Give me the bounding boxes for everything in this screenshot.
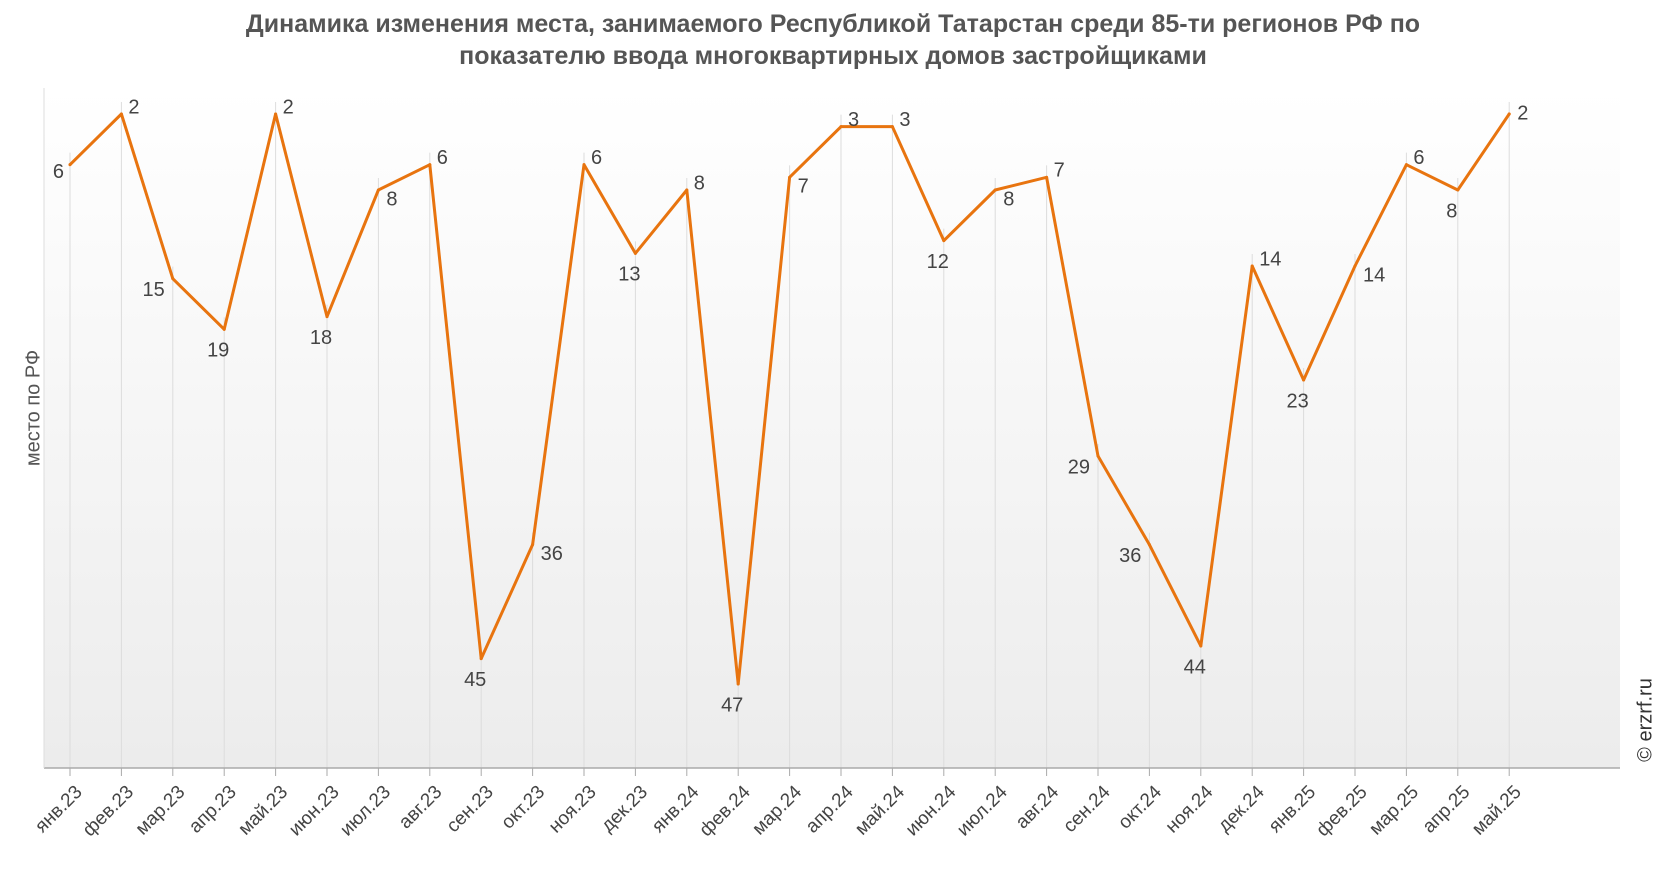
x-tick-label: мар.24 [748,781,806,839]
data-point [788,175,792,179]
x-tick-label: авг.24 [1012,781,1064,833]
x-tick-label: окт.23 [497,782,549,834]
x-tick-marks [69,768,1510,776]
x-tick-label: янв.23 [31,782,86,837]
data-point [839,125,843,129]
data-label: 8 [386,188,397,210]
x-tick-label: апр.24 [802,781,858,837]
data-label: 6 [591,147,602,169]
data-label: 23 [1286,390,1308,412]
x-tick-label: дек.24 [1214,781,1269,836]
source-credit: © erzrf.ru [1634,678,1657,762]
x-tick-label: янв.25 [1265,782,1320,837]
x-tick-label: фев.23 [79,782,138,841]
data-label: 2 [128,96,139,118]
data-label: 6 [1413,147,1424,169]
x-tick-label: окт.24 [1114,781,1166,833]
data-label: 12 [927,251,949,273]
data-point [1147,543,1151,547]
x-tick-label: апр.23 [185,782,241,838]
data-point [1456,188,1460,192]
data-point [1302,378,1306,382]
x-tick-label: май.25 [1468,782,1526,840]
data-label: 8 [1003,188,1014,210]
data-label: 7 [1054,160,1065,182]
data-point [890,125,894,129]
data-label: 29 [1068,456,1090,478]
data-label: 2 [283,96,294,118]
data-point [68,163,72,167]
grid-lines [69,102,1510,768]
x-tick-label: фев.24 [696,781,755,840]
x-tick-label: июн.24 [902,781,961,840]
data-point [428,163,432,167]
data-label: 14 [1363,264,1385,286]
data-point [119,112,123,116]
data-label: 13 [618,264,640,286]
data-label: 8 [694,172,705,194]
data-point [171,277,175,281]
data-point [633,251,637,255]
data-labels: 6 2 15 19 2 18 8 6 45 36 6 13 8 47 7 3 3 12 8 7 29 36 44 14 23 14… [53,96,1528,716]
data-label: 47 [721,694,743,716]
x-tick-label: май.23 [234,782,292,840]
x-tick-label: авг.23 [395,782,446,833]
data-label: 45 [464,669,486,691]
data-label: 36 [541,543,563,565]
data-label: 36 [1119,545,1141,567]
data-point [479,657,483,661]
x-tick-label: май.24 [851,781,909,839]
data-point [993,188,997,192]
data-label: 19 [207,340,229,362]
data-label: 8 [1446,200,1457,222]
data-label: 6 [437,147,448,169]
data-point [685,188,689,192]
data-label: 2 [1517,102,1528,124]
data-point [1096,454,1100,458]
x-tick-label: июл.23 [336,782,395,841]
series-line-group [68,112,1511,686]
x-tick-label: июл.24 [953,781,1012,840]
x-tick-label: янв.24 [648,781,704,837]
x-tick-labels: янв.23фев.23мар.23апр.23май.23июн.23июл.… [31,781,1526,841]
chart-title-line-2: показателю ввода многоквартирных домов з… [459,42,1207,70]
chart-title: Динамика изменения места, занимаемого Ре… [0,8,1666,72]
chart-title-line-1: Динамика изменения места, занимаемого Ре… [245,10,1421,38]
data-point [376,188,380,192]
x-tick-label: сен.23 [443,782,498,837]
x-tick-label: мар.25 [1365,782,1423,840]
data-label: 14 [1259,248,1281,270]
data-label: 3 [899,109,910,131]
x-tick-label: ноя.23 [545,782,601,838]
data-point [582,163,586,167]
data-point [1404,163,1408,167]
x-tick-label: апр.25 [1419,782,1475,838]
data-point [1250,264,1254,268]
data-label: 7 [798,176,809,198]
x-tick-label: сен.24 [1059,781,1114,836]
data-label: 44 [1184,656,1206,678]
data-label: 15 [143,279,165,301]
data-point [274,112,278,116]
data-point [1199,644,1203,648]
plot-area [44,88,1620,768]
data-point [942,239,946,243]
data-point [736,682,740,686]
x-tick-label: июн.23 [285,782,344,841]
data-point [1353,264,1357,268]
data-point [531,543,535,547]
data-point [222,327,226,331]
y-axis-label: место по РФ [22,349,45,467]
x-tick-label: фев.25 [1312,782,1371,841]
data-point [1507,112,1511,116]
x-tick-label: дек.23 [597,782,652,837]
data-point [325,315,329,319]
data-point [1045,175,1049,179]
data-label: 6 [53,161,64,183]
data-label: 18 [310,327,332,349]
data-label: 3 [848,109,859,131]
x-tick-label: мар.23 [132,782,190,840]
x-tick-label: ноя.24 [1162,781,1218,837]
